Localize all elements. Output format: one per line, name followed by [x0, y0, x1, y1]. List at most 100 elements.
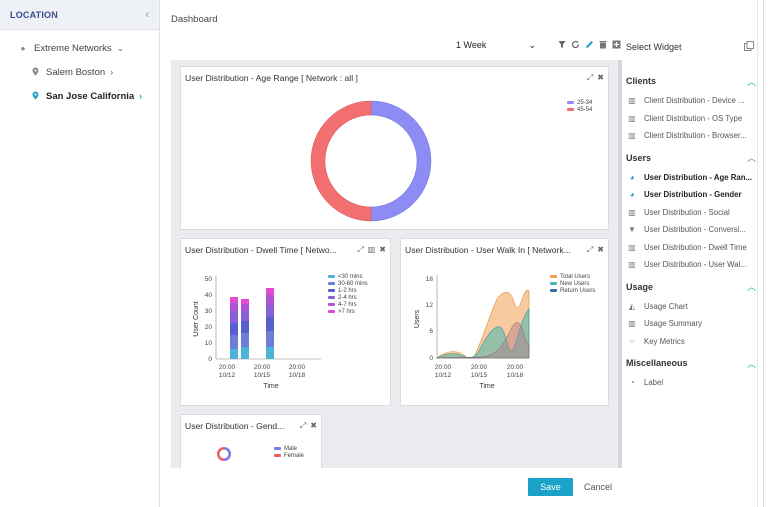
x-tick-label: 10/18	[289, 372, 306, 379]
chevron-right-icon[interactable]: ›	[110, 67, 114, 77]
expand-icon[interactable]: ⤢	[586, 73, 594, 82]
palette-item[interactable]: ▼ User Distribution - Conversi...	[620, 221, 768, 239]
widget-gender[interactable]: User Distribution - Gend... ⤢ ✖ Male Fem…	[180, 414, 322, 468]
chevron-down-icon[interactable]: ⌄	[116, 42, 125, 53]
pie-chart-icon: ◕	[629, 190, 635, 200]
palette-item[interactable]: ▥ User Distribution - Dwell Time	[620, 239, 768, 257]
close-icon[interactable]: ✖	[310, 421, 317, 430]
expand-icon[interactable]: ⤢	[299, 421, 307, 430]
refresh-icon[interactable]	[571, 40, 580, 52]
palette-item[interactable]: ▥ Usage Summary	[620, 315, 768, 333]
collapse-sidebar-icon[interactable]: ‹	[145, 8, 149, 21]
donut-slice-45-54	[310, 100, 372, 222]
delete-icon[interactable]	[599, 40, 607, 52]
close-icon[interactable]: ✖	[597, 73, 604, 82]
legend-item: 30-60 mins	[328, 280, 368, 287]
palette-section-usage: Usage ︿ ◭ Usage Chart ▥ Usage Summary ⁘ Key …	[620, 276, 768, 351]
add-widget-icon[interactable]	[612, 40, 621, 52]
period-select[interactable]: 1 Week ⌄	[456, 40, 536, 51]
bar-chart-icon: ▥	[628, 207, 636, 217]
donut-slice-female	[217, 447, 224, 461]
save-button[interactable]: Save	[528, 478, 573, 496]
palette-item[interactable]: ◕ User Distribution - Gender	[620, 186, 768, 204]
expand-icon[interactable]: ⤢	[586, 245, 594, 254]
widget-age-range[interactable]: User Distribution - Age Range [ Network …	[180, 66, 609, 230]
palette-item[interactable]: ▥ Client Distribution - Device ...	[620, 92, 768, 110]
widget-title: User Distribution - Age Range [ Network …	[185, 73, 358, 83]
close-icon[interactable]: ✖	[597, 245, 604, 254]
donut-slice-male	[224, 447, 231, 461]
x-tick-label: 10/12	[219, 372, 236, 379]
filter-icon[interactable]	[558, 40, 566, 52]
edit-icon[interactable]	[585, 40, 594, 52]
bar-segment	[266, 317, 274, 331]
bar-segment	[241, 304, 249, 311]
pin-icon	[30, 67, 40, 78]
location-tree: ● Extreme Networks ⌄ Salem Boston › San …	[0, 30, 159, 108]
y-tick-label: 0	[429, 355, 433, 362]
select-widget-label: Select Widget	[626, 42, 682, 52]
bar-segment	[266, 288, 274, 295]
tree-item-san-jose-california[interactable]: San Jose California ›	[0, 84, 159, 108]
bar-segment	[266, 331, 274, 347]
x-tick-label: 10/15	[254, 372, 271, 379]
palette-item[interactable]: ▥ Client Distribution - Browser...	[620, 127, 768, 145]
tool-icons	[558, 40, 621, 52]
cancel-button[interactable]: Cancel	[584, 482, 613, 492]
tree-item-label: Extreme Networks	[34, 42, 112, 54]
dwell-bars	[230, 288, 274, 359]
palette-item[interactable]: ◕ User Distribution - Age Ran...	[620, 169, 768, 187]
palette-item[interactable]: ⁘ Key Metrics	[620, 333, 768, 351]
bar-segment	[266, 305, 274, 317]
section-header[interactable]: Miscellaneous ︿	[626, 358, 756, 369]
legend-item: 25-34	[567, 99, 592, 106]
section-header[interactable]: Users ︿	[626, 152, 756, 164]
x-tick-label: 10/12	[435, 372, 452, 379]
y-tick-label: 6	[429, 328, 433, 335]
y-tick-label: 20	[205, 324, 213, 331]
page-title: Dashboard	[171, 14, 218, 25]
x-tick-label: 20:00	[219, 364, 236, 371]
palette-item[interactable]: ▥ User Distribution - User Wal...	[620, 256, 768, 274]
pie-chart-icon: ◕	[629, 172, 635, 182]
x-tick-label: 20:00	[507, 364, 524, 371]
widget-header: User Distribution - Gend... ⤢ ✖	[185, 419, 317, 433]
palette-item[interactable]: ◔ Label	[620, 374, 768, 392]
bar-chart-icon: ▥	[628, 242, 636, 252]
palette-item[interactable]: ▥ User Distribution - Social	[620, 204, 768, 222]
widget-user-walk-in[interactable]: User Distribution - User Walk In [ Netwo…	[400, 238, 609, 406]
chevron-right-icon[interactable]: ›	[139, 91, 143, 101]
close-icon[interactable]: ✖	[379, 245, 386, 254]
palette-item[interactable]: ◭ Usage Chart	[620, 298, 768, 316]
bar-segment	[230, 335, 238, 349]
palette-item[interactable]: ▥ Client Distribution - OS Type	[620, 110, 768, 128]
bar-segment	[230, 303, 238, 311]
section-header[interactable]: Clients ︿	[626, 76, 756, 87]
bar-chart-icon: ▥	[628, 131, 636, 141]
x-axis-label: Time	[479, 383, 494, 390]
chevron-up-icon: ︿	[746, 76, 756, 87]
bar-segment	[241, 299, 249, 304]
widget-canvas: User Distribution - Age Range [ Network …	[171, 60, 619, 468]
bar-segment	[230, 311, 238, 323]
section-header[interactable]: Usage ︿	[626, 281, 756, 293]
bar-chart-icon[interactable]: ▥	[367, 245, 376, 254]
legend-item: 2-4 hrs	[328, 294, 368, 301]
canvas-scrollbar[interactable]	[618, 60, 622, 468]
expand-icon[interactable]: ⤢	[357, 245, 364, 254]
bar-segment	[230, 297, 238, 303]
y-tick-label: 18	[426, 276, 434, 283]
funnel-icon: ▼	[628, 225, 636, 235]
tree-item-extreme-networks[interactable]: ● Extreme Networks ⌄	[0, 36, 159, 60]
metrics-icon: ⁘	[628, 336, 636, 346]
widget-dwell-time[interactable]: User Distribution - Dwell Time [ Netwo..…	[180, 238, 391, 406]
chevron-up-icon: ︿	[746, 153, 756, 163]
copy-icon[interactable]	[744, 41, 754, 54]
chevron-up-icon: ︿	[746, 282, 756, 292]
tree-item-label: San Jose California	[46, 90, 135, 102]
tree-item-salem-boston[interactable]: Salem Boston ›	[0, 60, 159, 84]
x-tick-label: 10/15	[471, 372, 488, 379]
location-header: LOCATION ‹	[0, 0, 159, 30]
bar-segment	[241, 321, 249, 333]
